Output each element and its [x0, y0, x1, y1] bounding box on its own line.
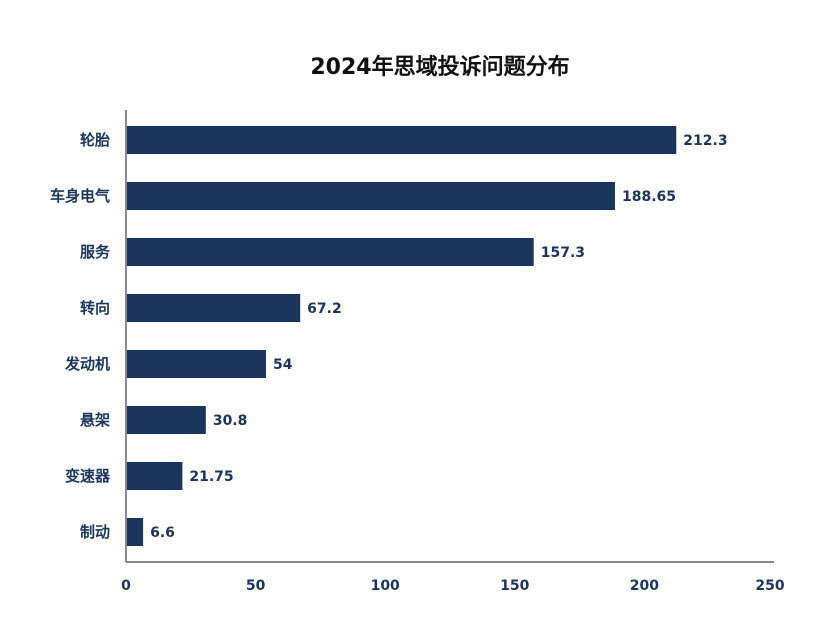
category-label-4: 发动机 — [64, 355, 110, 373]
value-label-5: 30.8 — [213, 413, 248, 429]
x-tick-label-0: 0 — [121, 578, 131, 594]
category-label-7: 制动 — [80, 523, 110, 541]
x-tick-label-3: 150 — [500, 578, 529, 594]
category-label-5: 悬架 — [80, 411, 110, 429]
x-tick-label-2: 100 — [371, 578, 400, 594]
value-label-1: 188.65 — [622, 189, 676, 205]
category-label-0: 轮胎 — [80, 131, 110, 149]
bar-6 — [127, 462, 183, 490]
value-label-6: 21.75 — [189, 469, 233, 485]
value-label-0: 212.3 — [683, 133, 727, 149]
x-tick-label-4: 200 — [630, 578, 659, 594]
bar-7 — [127, 518, 144, 546]
bar-3 — [127, 294, 301, 322]
bars-group — [127, 126, 677, 546]
x-tick-label-1: 50 — [246, 578, 266, 594]
category-label-3: 转向 — [80, 299, 110, 317]
value-label-3: 67.2 — [307, 301, 342, 317]
bar-1 — [127, 182, 615, 210]
bar-5 — [127, 406, 206, 434]
category-label-6: 变速器 — [65, 467, 111, 485]
value-label-2: 157.3 — [541, 245, 585, 261]
chart-title: 2024年思域投诉问题分布 — [310, 54, 569, 80]
value-label-7: 6.6 — [150, 525, 175, 541]
x-tick-label-5: 250 — [755, 578, 784, 594]
category-label-2: 服务 — [80, 243, 111, 261]
bar-4 — [127, 350, 266, 378]
category-label-1: 车身电气 — [50, 187, 110, 205]
value-label-4: 54 — [273, 357, 293, 373]
value-labels: 212.3 188.65 157.3 67.2 54 30.8 21.75 6.6 — [150, 133, 727, 541]
bar-2 — [127, 238, 534, 266]
bar-0 — [127, 126, 677, 154]
x-tick-labels: 0 50 100 150 200 250 — [121, 578, 785, 594]
